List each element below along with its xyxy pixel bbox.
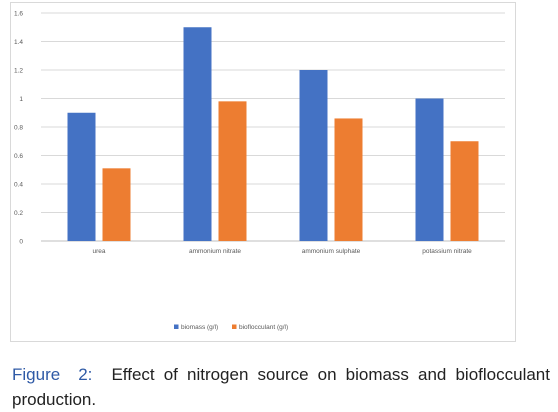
x-tick-label: potassium nitrate	[422, 248, 472, 255]
bar-chart: 0 0.2 0.4 0.6 0.8 1 1.2 1.4 1.6 urea ammonium nit…	[14, 11, 505, 331]
x-axis-ticks: urea ammonium nitrate ammonium sulphate pot…	[92, 248, 472, 255]
bar-biomass	[415, 98, 444, 241]
bar-bioflocculant	[450, 141, 479, 241]
y-tick-label: 0.4	[14, 182, 23, 189]
y-tick-label: 1	[19, 96, 23, 103]
legend-swatch	[232, 324, 237, 329]
y-axis-ticks: 0 0.2 0.4 0.6 0.8 1 1.2 1.4 1.6	[14, 11, 23, 246]
bar-bioflocculant	[102, 168, 131, 241]
bar-biomass	[67, 112, 96, 241]
chart-frame: 0 0.2 0.4 0.6 0.8 1 1.2 1.4 1.6 urea ammonium nit…	[10, 2, 516, 342]
y-tick-label: 0.2	[14, 210, 23, 217]
legend: biomass (g/l) bioflocculant (g/l)	[174, 324, 288, 331]
x-tick-label: ammonium nitrate	[189, 248, 241, 255]
legend-label: biomass (g/l)	[181, 324, 218, 331]
y-tick-label: 0	[19, 239, 23, 246]
bar-bioflocculant	[334, 118, 363, 241]
legend-label: bioflocculant (g/l)	[239, 324, 288, 331]
bar-bioflocculant	[218, 101, 247, 241]
x-tick-label: urea	[92, 248, 105, 255]
y-tick-label: 0.6	[14, 153, 23, 160]
y-tick-label: 0.8	[14, 125, 23, 132]
bar-biomass	[183, 27, 212, 241]
figure-caption-text: Effect of nitrogen source on biomass and…	[12, 365, 550, 409]
bars	[67, 27, 479, 241]
y-tick-label: 1.2	[14, 68, 23, 75]
legend-swatch	[174, 324, 179, 329]
figure-caption: Figure 2: Effect of nitrogen source on bi…	[12, 362, 550, 412]
y-tick-label: 1.6	[14, 11, 23, 18]
bar-biomass	[299, 70, 328, 241]
y-tick-label: 1.4	[14, 39, 23, 46]
figure-label: Figure 2:	[12, 365, 93, 384]
x-tick-label: ammonium sulphate	[302, 248, 361, 255]
